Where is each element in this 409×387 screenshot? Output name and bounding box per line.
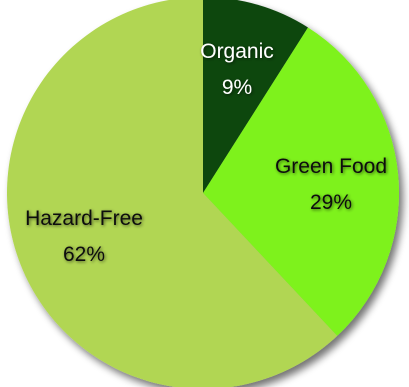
slice-label-green-food: Green Food [275,155,387,178]
slice-percent-hazard-free: 62% [63,243,105,266]
slice-percent-organic: 9% [222,76,252,99]
pie-labels: Organic 9% Green Food 29% Hazard-Free 62% [25,40,387,266]
slice-label-organic: Organic [200,40,274,63]
pie-slice-green-food [203,27,399,336]
pie-slices [7,0,399,387]
slice-label-hazard-free: Hazard-Free [25,207,143,230]
pie-slice-organic [203,0,309,193]
pie-slice-hazard-free [7,0,338,387]
slice-percent-green-food: 29% [310,191,352,214]
